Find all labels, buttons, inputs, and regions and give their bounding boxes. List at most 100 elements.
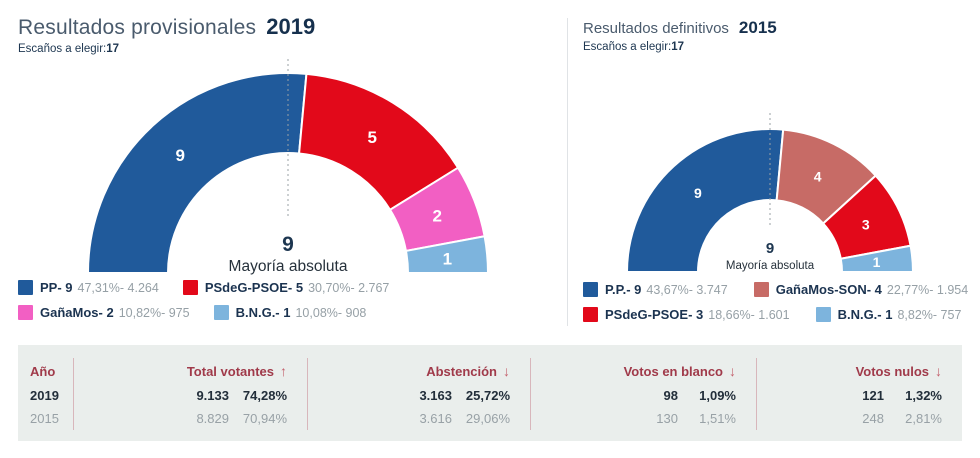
vote-count: 121 [862, 388, 884, 403]
segment-seat-count: 3 [862, 216, 870, 232]
panel-year: 2015 [738, 18, 777, 37]
legend-percent-votes: 22,77%- 1.954 [886, 282, 969, 297]
column-header-label: Total votantes [186, 363, 274, 379]
segment-seat-count: 5 [367, 128, 376, 147]
column-header-label: Votos nulos [855, 363, 929, 379]
legend-party-seats: PSdeG-PSOE- 3 [605, 307, 704, 322]
vote-percent: 74,28% [242, 388, 287, 403]
vote-percent: 1,51% [699, 411, 736, 426]
vote-percent: 29,06% [465, 411, 510, 426]
vote-count: 9.133 [196, 388, 229, 403]
legend-item: GañaMos- 2 10,82%- 975 [18, 305, 190, 320]
panel-provisional-2019: Resultados provisionales 2019 Escaños a … [18, 14, 556, 336]
column-header-votos-en-blanco[interactable]: Votos en blanco ↓ [531, 358, 757, 384]
legend-color-swatch [213, 305, 229, 320]
sort-arrow-up-icon: ↑ [280, 363, 287, 379]
vote-count: 3.616 [419, 411, 452, 426]
value-cell: 8.829 70,94% [74, 407, 308, 430]
vote-percent: 70,94% [242, 411, 287, 426]
value-cell: 248 2,81% [757, 407, 962, 430]
seats-to-elect-subtitle: Escaños a elegir:17 [583, 41, 685, 53]
value-cell: 98 1,09% [531, 384, 757, 407]
legend-2015: P.P.- 9 43,67%- 3.747 GañaMos-SON- 4 22,77%… [583, 282, 973, 322]
year-cell: 2015 [18, 407, 74, 430]
year-cell: 2019 [18, 384, 74, 407]
vote-count: 248 [862, 411, 884, 426]
segment-seat-count: 9 [175, 146, 184, 165]
column-header-abstención[interactable]: Abstención ↓ [308, 358, 531, 384]
panel-definitivo-2015: Resultados definitivos 2015 Escaños a el… [583, 18, 968, 336]
legend-item: P.P.- 9 43,67%- 3.747 [583, 282, 728, 297]
legend-item: PSdeG-PSOE- 3 18,66%- 1.601 [583, 307, 790, 322]
sort-arrow-down-icon: ↓ [935, 363, 942, 379]
value-cell: 3.616 29,06% [308, 407, 531, 430]
legend-percent-votes: 30,70%- 2.767 [308, 280, 390, 295]
vote-count: 3.163 [419, 388, 452, 403]
legend-percent-votes: 18,66%- 1.601 [708, 307, 790, 322]
legend-party-seats: PSdeG-PSOE- 5 [204, 280, 304, 295]
legend-color-swatch [182, 280, 198, 295]
legend-percent-votes: 8,82%- 757 [897, 307, 962, 322]
legend-item: PSdeG-PSOE- 5 30,70%- 2.767 [182, 280, 390, 295]
vote-percent: 1,09% [699, 388, 736, 403]
value-cell: 3.163 25,72% [308, 384, 531, 407]
column-header-label: Votos en blanco [623, 363, 723, 379]
majority-number: 9 [766, 240, 774, 257]
legend-color-swatch [18, 280, 33, 295]
sort-arrow-down-icon: ↓ [729, 363, 736, 379]
legend-percent-votes: 10,08%- 908 [295, 305, 367, 320]
seats-half-donut-2019: 9 5 2 1 9 Mayoría absoluta [86, 59, 490, 275]
donut-segment-pp [86, 72, 308, 274]
majority-label: Mayoría absoluta [726, 260, 815, 272]
legend-party-seats: GañaMos-SON- 4 [775, 282, 882, 297]
vote-count: 130 [656, 411, 678, 426]
legend-percent-votes: 47,31%- 4.264 [77, 280, 159, 295]
vote-count: 8.829 [196, 411, 229, 426]
legend-color-swatch [753, 282, 769, 297]
panel-title-row: Resultados definitivos 2015 [583, 18, 963, 38]
vote-percent: 1,32% [905, 388, 942, 403]
legend-color-swatch [583, 282, 598, 297]
column-header-votos-nulos[interactable]: Votos nulos ↓ [757, 358, 962, 384]
vote-count: 98 [663, 388, 678, 403]
segment-seat-count: 1 [443, 249, 452, 268]
segment-seat-count: 1 [873, 254, 881, 270]
legend-2019: PP- 9 47,31%- 4.264 PSdeG-PSOE- 5 30,70%- 2… [18, 280, 556, 320]
legend-color-swatch [18, 305, 33, 320]
vote-percent: 2,81% [905, 411, 942, 426]
segment-seat-count: 2 [432, 206, 441, 225]
column-header-label: Abstención [426, 363, 497, 379]
legend-party-seats: PP- 9 [40, 280, 73, 295]
legend-percent-votes: 10,82%- 975 [118, 305, 190, 320]
seats-to-elect-subtitle: Escaños a elegir:17 [18, 43, 120, 55]
legend-item: GañaMos-SON- 4 22,77%- 1.954 [753, 282, 969, 297]
legend-item: B.N.G.- 1 8,82%- 757 [815, 307, 962, 322]
donut-segment-p-p- [625, 128, 785, 273]
legend-color-swatch [583, 307, 598, 322]
legend-party-seats: GañaMos- 2 [40, 305, 114, 320]
majority-label: Mayoría absoluta [229, 258, 348, 275]
votes-summary-table: Año Total votantes ↑ Abstención ↓ Votos en bl… [18, 345, 962, 441]
column-header-total-votantes[interactable]: Total votantes ↑ [74, 358, 308, 384]
sort-arrow-down-icon: ↓ [503, 363, 510, 379]
legend-item: B.N.G.- 1 10,08%- 908 [213, 305, 367, 320]
value-cell: 121 1,32% [757, 384, 962, 407]
column-header-label: Año [30, 363, 56, 379]
majority-number: 9 [282, 233, 294, 256]
panel-title: Resultados definitivos [583, 20, 729, 37]
panel-divider [567, 18, 568, 326]
panel-year: 2019 [266, 14, 316, 39]
value-cell: 130 1,51% [531, 407, 757, 430]
seats-half-donut-2015: 9 4 3 1 9 Mayoría absoluta [625, 113, 915, 273]
value-cell: 9.133 74,28% [74, 384, 308, 407]
donut-segment-b-n-g- [404, 235, 490, 274]
column-header-año: Año [18, 358, 74, 384]
legend-percent-votes: 43,67%- 3.747 [646, 282, 728, 297]
legend-party-seats: B.N.G.- 1 [837, 307, 893, 322]
vote-percent: 25,72% [465, 388, 510, 403]
panel-title-row: Resultados provisionales 2019 [18, 14, 556, 40]
legend-color-swatch [815, 307, 831, 322]
panel-title: Resultados provisionales [18, 16, 257, 39]
legend-party-seats: B.N.G.- 1 [235, 305, 291, 320]
